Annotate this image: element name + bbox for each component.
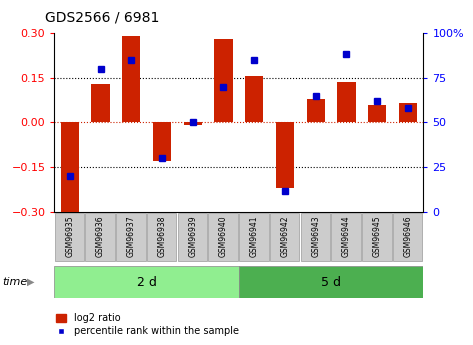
Bar [153, 122, 171, 161]
Bar [91, 83, 110, 122]
Text: time: time [2, 277, 27, 287]
Bar [362, 213, 392, 261]
Bar [86, 213, 115, 261]
Text: GSM96942: GSM96942 [280, 216, 289, 257]
Text: ▶: ▶ [26, 277, 34, 287]
Bar [393, 213, 422, 261]
Text: GSM96939: GSM96939 [188, 216, 197, 257]
Bar [337, 82, 356, 122]
Text: GSM96944: GSM96944 [342, 216, 351, 257]
Bar [307, 99, 325, 122]
Text: GSM96936: GSM96936 [96, 216, 105, 257]
Bar [54, 266, 239, 298]
Bar [55, 213, 84, 261]
Bar [178, 213, 207, 261]
Bar [239, 266, 423, 298]
Text: GSM96945: GSM96945 [373, 216, 382, 257]
Bar [301, 213, 330, 261]
Bar [116, 213, 146, 261]
Bar [122, 36, 140, 122]
Bar [276, 122, 294, 188]
Bar [245, 76, 263, 122]
Text: 2 d: 2 d [137, 276, 157, 288]
Legend: log2 ratio, percentile rank within the sample: log2 ratio, percentile rank within the s… [52, 309, 243, 340]
Bar [399, 103, 417, 122]
Bar [61, 122, 79, 212]
Text: GDS2566 / 6981: GDS2566 / 6981 [45, 10, 159, 24]
Text: GSM96938: GSM96938 [158, 216, 166, 257]
Bar [147, 213, 176, 261]
Text: GSM96937: GSM96937 [127, 216, 136, 257]
Text: GSM96943: GSM96943 [311, 216, 320, 257]
Text: GSM96940: GSM96940 [219, 216, 228, 257]
Text: GSM96941: GSM96941 [250, 216, 259, 257]
Bar [270, 213, 299, 261]
Bar [332, 213, 361, 261]
Text: 5 d: 5 d [321, 276, 341, 288]
Text: GSM96935: GSM96935 [65, 216, 74, 257]
Bar [368, 105, 386, 122]
Bar [209, 213, 238, 261]
Text: GSM96946: GSM96946 [403, 216, 412, 257]
Bar [214, 39, 233, 122]
Bar [184, 122, 202, 126]
Bar [239, 213, 269, 261]
